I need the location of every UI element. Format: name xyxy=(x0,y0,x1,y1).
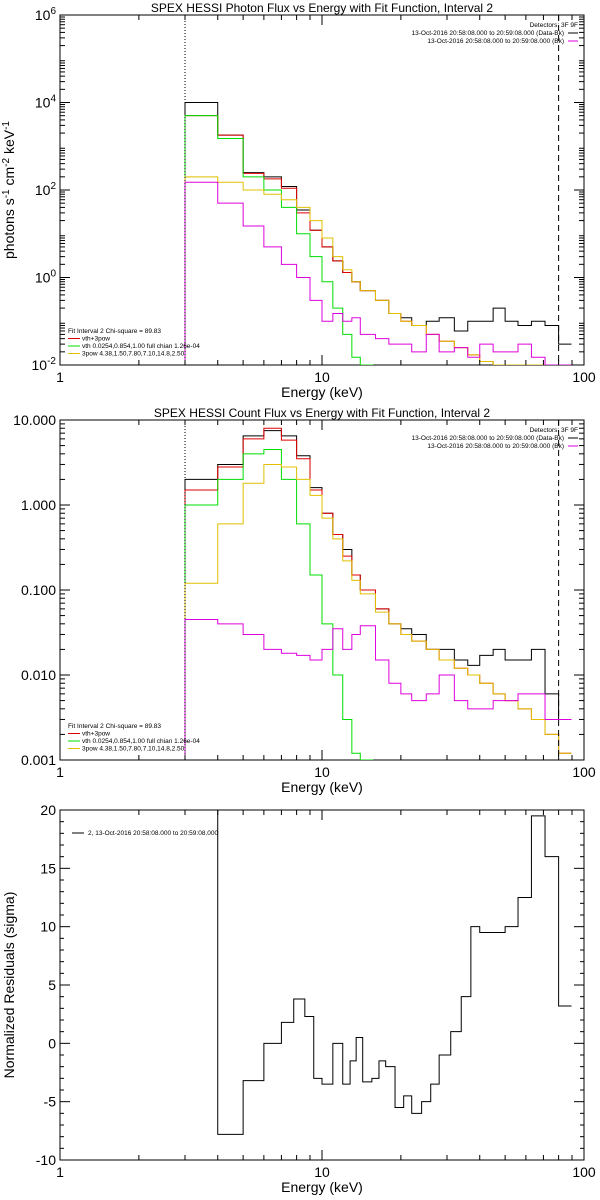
detectors-label: Detectors: 3F 9F xyxy=(530,22,578,29)
residual-legend-label: 2, 13-Oct-2016 20:58:08.000 to 20:59:08.… xyxy=(88,830,218,837)
y-axis-label: Normalized Residuals (sigma) xyxy=(1,892,17,1079)
y-tick-label: 100 xyxy=(35,269,57,286)
x-axis-label: Energy (keV) xyxy=(281,384,363,400)
plot-frame-2 xyxy=(59,809,585,1161)
chart-title: SPEX HESSI Photon Flux vs Energy with Fi… xyxy=(151,1,493,15)
time-range-label: 13-Oct-2016 20:58:08.000 to 20:59:08.000… xyxy=(412,30,565,37)
y-tick-label: 20 xyxy=(40,802,56,818)
x-axis-label: Energy (keV) xyxy=(281,779,363,795)
series-data xyxy=(184,430,572,760)
fit-component-label: 3pow 4.38,1.50,7.80,7.10,14.8,2.50 xyxy=(82,351,185,358)
detectors-label: Detectors: 3F 9F xyxy=(530,427,578,434)
fit-component-label: vth 0.0254,0.854,1.00 full chian 1.26e-0… xyxy=(82,738,200,745)
time-range-label: 13-Oct-2016 20:58:08.000 to 20:59:08.000… xyxy=(427,38,564,45)
series-background xyxy=(184,618,572,760)
y-tick-label: 0 xyxy=(48,1035,56,1051)
y-tick-label: 10.000 xyxy=(13,412,56,428)
series-thermal xyxy=(184,448,374,760)
x-tick-label: 10 xyxy=(314,1164,330,1180)
y-tick-label: 0.001 xyxy=(21,752,56,768)
y-tick-label: -10 xyxy=(36,1152,56,1168)
series-thermal xyxy=(184,115,374,365)
fit-component-label: 3pow 4.38,1.50,7.80,7.10,14.8,2.50 xyxy=(82,746,185,753)
chart-title: SPEX HESSI Count Flux vs Energy with Fit… xyxy=(154,406,490,420)
fit-info-label: Fit Interval 2 Chi-square = 89.83 xyxy=(68,328,161,335)
y-tick-label: 106 xyxy=(35,6,57,23)
y-tick-label: 0.100 xyxy=(21,582,56,598)
y-tick-label: 0.010 xyxy=(21,667,56,683)
x-tick-label: 100 xyxy=(572,369,596,385)
series-powerlaw xyxy=(184,463,572,760)
fit-component-label: vth 0.0254,0.854,1.00 full chian 1.26e-0… xyxy=(82,343,200,350)
fit-component-label: vth+3pow xyxy=(82,731,110,738)
series-residuals xyxy=(185,810,572,1135)
y-axis-label: photons s-1 cm-2 keV-1 xyxy=(1,121,17,259)
y-tick-label: 15 xyxy=(40,860,56,876)
x-tick-label: 1 xyxy=(56,764,64,780)
fit-info-label: Fit Interval 2 Chi-square = 89.83 xyxy=(68,723,161,730)
x-tick-label: 10 xyxy=(314,369,330,385)
time-range-label: 13-Oct-2016 20:58:08.000 to 20:59:08.000… xyxy=(427,443,564,450)
y-tick-label: 10 xyxy=(40,919,56,935)
y-tick-label: 102 xyxy=(35,181,57,198)
y-tick-label: 1.000 xyxy=(21,497,56,513)
y-tick-label: -5 xyxy=(44,1094,57,1110)
x-tick-label: 10 xyxy=(314,764,330,780)
x-tick-label: 100 xyxy=(572,764,596,780)
x-tick-label: 1 xyxy=(56,369,64,385)
x-axis-label: Energy (keV) xyxy=(281,1179,363,1195)
y-tick-label: 104 xyxy=(35,94,57,111)
x-tick-label: 1 xyxy=(56,1164,64,1180)
y-tick-label: 5 xyxy=(48,977,56,993)
x-tick-label: 100 xyxy=(572,1164,596,1180)
y-tick-label: 10-2 xyxy=(32,356,57,373)
series-background xyxy=(184,181,572,365)
time-range-label: 13-Oct-2016 20:58:08.000 to 20:59:08.000… xyxy=(412,435,565,442)
fit-component-label: vth+3pow xyxy=(82,336,110,343)
